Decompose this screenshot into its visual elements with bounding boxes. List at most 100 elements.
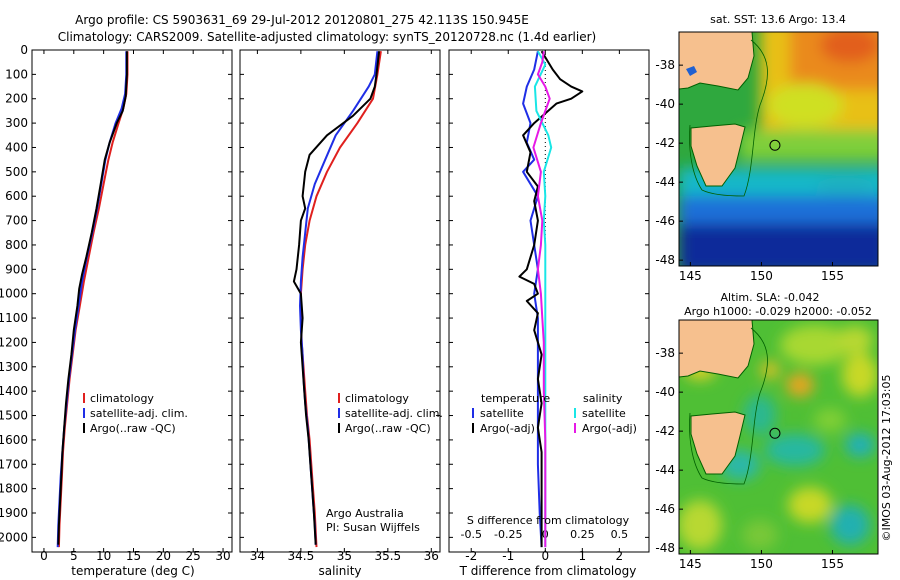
x-tick-label: 0 bbox=[40, 549, 48, 563]
t-difference-xlabel: T difference from climatology bbox=[459, 564, 637, 578]
legend-label: Argo(-adj) bbox=[582, 422, 637, 435]
difference-legend: temperature salinity satellite Argo(-adj) sa… bbox=[472, 392, 637, 435]
lat-tick-label: -40 bbox=[655, 97, 675, 111]
sst-map-title: sat. SST: 13.6 Argo: 13.4 bbox=[710, 13, 846, 26]
depth-tick-label: 1600 bbox=[0, 433, 28, 447]
lat-tick-label: -42 bbox=[655, 136, 675, 150]
x-tick-label: 15 bbox=[126, 549, 141, 563]
sst-lat-axis: -38 -40 -42 -44 -46 -48 bbox=[655, 58, 683, 267]
lat-tick-label: -48 bbox=[655, 541, 675, 555]
lon-tick-label: 150 bbox=[750, 557, 773, 571]
series-line bbox=[57, 51, 128, 545]
lat-tick-label: -44 bbox=[655, 175, 675, 189]
sla-lon-axis: 145 150 155 bbox=[679, 550, 844, 571]
temperature-series-group bbox=[56, 51, 129, 548]
difference-panel: -2 -1 0 1 2 -0.5 -0.25 0 0.25 0.5 S difference f… bbox=[448, 49, 650, 578]
salinity-x-axis: 34 34.5 35 35.5 36 bbox=[250, 50, 439, 563]
x-tick-label: 1 bbox=[579, 549, 587, 563]
sla-map-panel: Altim. SLA: -0.042 Argo h1000: -0.029 h2… bbox=[655, 291, 879, 571]
series-line bbox=[522, 51, 543, 548]
temperature-legend: climatology satellite-adj. clim. Argo(..ra… bbox=[83, 392, 188, 435]
depth-tick-label: 1800 bbox=[0, 482, 28, 496]
depth-tick-label: 1300 bbox=[0, 360, 28, 374]
difference-series-group bbox=[518, 50, 584, 552]
x-tick-label: 20 bbox=[156, 549, 171, 563]
legend-label: climatology bbox=[90, 392, 154, 405]
depth-tick-label: 200 bbox=[5, 92, 28, 106]
difference-plot-frame bbox=[448, 49, 650, 553]
depth-tick-label: 700 bbox=[5, 214, 28, 228]
depth-tick-label: 600 bbox=[5, 189, 28, 203]
salinity-depth-ticks bbox=[240, 49, 440, 538]
legend-label: satellite-adj. clim. bbox=[345, 407, 443, 420]
x-tick-label: 30 bbox=[215, 549, 230, 563]
lat-tick-label: -46 bbox=[655, 502, 675, 516]
figure-title-line2: Climatology: CARS2009. Satellite-adjuste… bbox=[58, 30, 596, 44]
depth-tick-label: 300 bbox=[5, 116, 28, 130]
sst-map-frame bbox=[678, 31, 879, 267]
x-tick-label: 0 bbox=[541, 549, 549, 563]
x-tick-label: 35.5 bbox=[374, 549, 401, 563]
lat-tick-label: -38 bbox=[655, 58, 675, 72]
depth-tick-label: 1700 bbox=[0, 457, 28, 471]
x-tick-label: 34 bbox=[250, 549, 265, 563]
temperature-x-axis: 0 5 10 15 20 25 30 bbox=[40, 50, 231, 563]
depth-tick-label: 900 bbox=[5, 262, 28, 276]
lon-tick-label: 155 bbox=[821, 557, 844, 571]
lat-tick-label: -38 bbox=[655, 346, 675, 360]
x-tick-label: -1 bbox=[502, 549, 514, 563]
sst-water-blobs bbox=[679, 32, 878, 266]
depth-tick-label: 800 bbox=[5, 238, 28, 252]
sla-map-field bbox=[679, 320, 878, 554]
temperature-panel: 0100200300400500600700800900100011001200… bbox=[0, 43, 233, 578]
s-difference-label: S difference from climatology bbox=[467, 514, 630, 527]
depth-tick-label: 0 bbox=[20, 43, 28, 57]
credit-line2: PI: Susan Wijffels bbox=[326, 521, 420, 534]
sst-map-field bbox=[679, 32, 878, 266]
salinity-xlabel: salinity bbox=[318, 564, 361, 578]
lon-tick-label: 145 bbox=[679, 557, 702, 571]
depth-tick-label: 400 bbox=[5, 140, 28, 154]
legend-label: satellite bbox=[480, 407, 524, 420]
figure-title-line1: Argo profile: CS 5903631_69 29-Jul-2012 … bbox=[75, 13, 529, 27]
depth-tick-label: 1900 bbox=[0, 506, 28, 520]
sst-land bbox=[679, 32, 768, 197]
depth-tick-label: 500 bbox=[5, 165, 28, 179]
depth-tick-label: 2000 bbox=[0, 530, 28, 544]
legend-label: satellite bbox=[582, 407, 626, 420]
salinity-legend: climatology satellite-adj. clim. Argo(..ra… bbox=[338, 392, 443, 435]
temperature-plot-frame bbox=[31, 49, 233, 553]
sla-argo-marker bbox=[769, 427, 781, 439]
sla-map-title: Altim. SLA: -0.042 bbox=[720, 291, 819, 304]
s-tick-label: -0.5 bbox=[460, 528, 481, 541]
lat-tick-label: -40 bbox=[655, 385, 675, 399]
sst-lon-axis: 145 150 155 bbox=[679, 262, 844, 283]
sla-map-subtitle: Argo h1000: -0.029 h2000: -0.052 bbox=[684, 305, 872, 318]
x-tick-label: 35 bbox=[337, 549, 352, 563]
series-line bbox=[532, 51, 551, 548]
x-tick-label: 34.5 bbox=[288, 549, 315, 563]
depth-tick-label: 100 bbox=[5, 67, 28, 81]
legend-label: climatology bbox=[345, 392, 409, 405]
x-tick-label: 2 bbox=[616, 549, 624, 563]
sst-map-panel: sat. SST: 13.6 Argo: 13.4 bbox=[655, 13, 879, 283]
depth-tick-label: 1400 bbox=[0, 384, 28, 398]
x-tick-label: 10 bbox=[96, 549, 111, 563]
depth-tick-label: 1100 bbox=[0, 311, 28, 325]
sst-argo-marker bbox=[769, 139, 781, 151]
sla-land bbox=[679, 320, 768, 485]
legend-title-temperature: temperature bbox=[481, 392, 550, 405]
temperature-xlabel: temperature (deg C) bbox=[71, 564, 194, 578]
lat-tick-label: -44 bbox=[655, 463, 675, 477]
legend-title-salinity: salinity bbox=[583, 392, 623, 405]
lon-tick-label: 155 bbox=[821, 269, 844, 283]
depth-tick-label: 1500 bbox=[0, 409, 28, 423]
lat-tick-label: -42 bbox=[655, 424, 675, 438]
credit-line1: Argo Australia bbox=[326, 507, 404, 520]
salinity-series-group bbox=[292, 51, 382, 548]
series-line bbox=[292, 51, 381, 545]
legend-label: Argo(..raw -QC) bbox=[90, 422, 176, 435]
s-tick-label: -0.25 bbox=[494, 528, 522, 541]
sla-lat-axis: -38 -40 -42 -44 -46 -48 bbox=[655, 346, 683, 555]
